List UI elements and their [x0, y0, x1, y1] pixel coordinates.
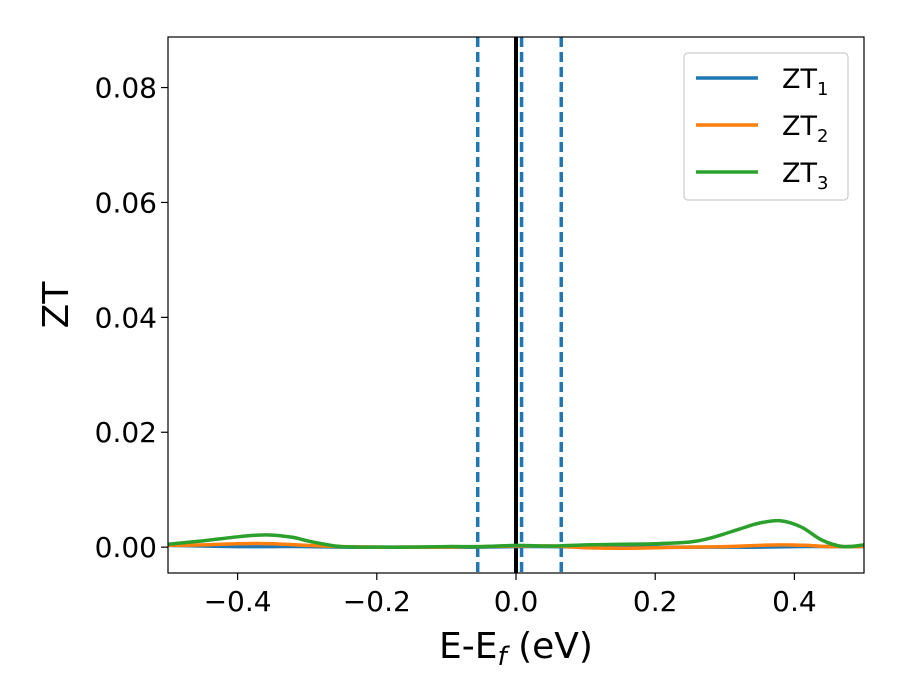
- y-tick-label: 0.02: [95, 416, 157, 449]
- legend: ZT1 ZT2 ZT3: [683, 52, 849, 201]
- series-layer: [168, 518, 864, 551]
- y-tick-label: 0.04: [95, 301, 157, 334]
- legend-label-zt1: ZT1: [782, 64, 828, 100]
- x-axis-ticks: −0.4 −0.2 0.0 0.2 0.4: [204, 573, 817, 618]
- x-tick-label: −0.2: [343, 585, 411, 618]
- y-tick-label: 0.08: [95, 72, 157, 105]
- x-axis-label-main: E-E: [439, 626, 497, 667]
- y-tick-label: 0.00: [95, 531, 157, 564]
- y-axis-ticks: 0.00 0.02 0.04 0.06 0.08: [95, 72, 168, 564]
- legend-label-zt2: ZT2: [782, 111, 828, 147]
- x-axis-label: E-Ef (eV): [439, 626, 593, 672]
- x-tick-label: 0.4: [772, 585, 817, 618]
- x-tick-label: 0.0: [494, 585, 539, 618]
- reference-lines: [475, 37, 563, 573]
- legend-frame: [683, 52, 849, 201]
- series-line-zt3: [168, 518, 864, 549]
- y-tick-label: 0.06: [95, 186, 157, 219]
- x-tick-label: −0.4: [204, 585, 272, 618]
- legend-label-zt3: ZT3: [782, 158, 828, 194]
- x-tick-label: 0.2: [633, 585, 678, 618]
- y-axis-label: ZT: [36, 281, 77, 329]
- x-axis-label-unit: (eV): [507, 626, 593, 667]
